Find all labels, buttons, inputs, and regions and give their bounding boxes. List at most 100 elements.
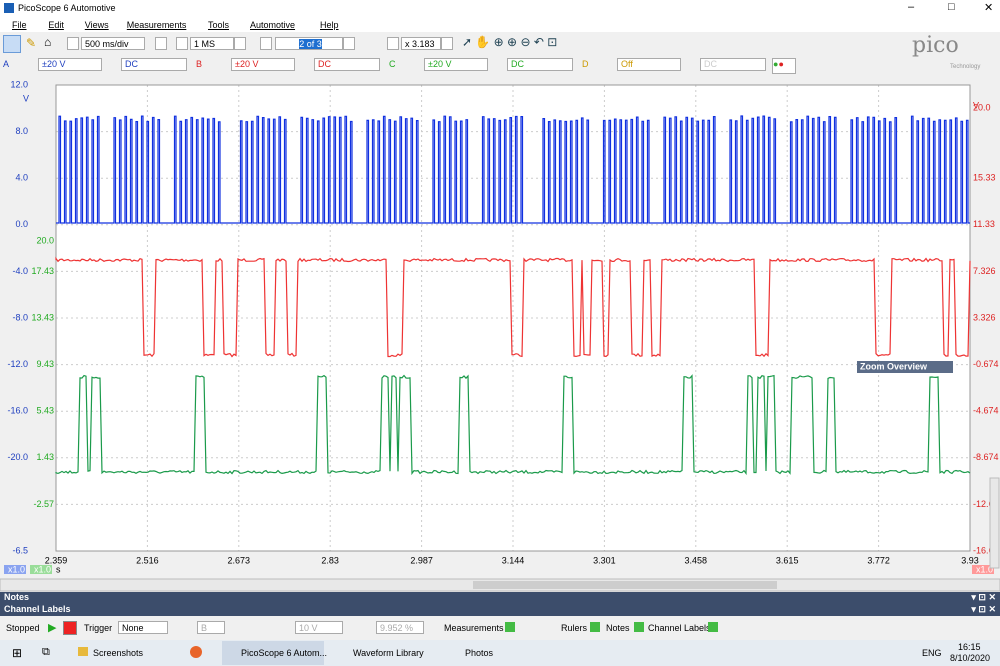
task[interactable]: PicoScope 6 Autom... <box>241 648 327 658</box>
menu-item[interactable]: Measurements <box>127 20 187 30</box>
prev[interactable] <box>67 37 79 50</box>
rulers[interactable]: Rulers <box>561 623 587 633</box>
range[interactable]: ±20 V <box>231 58 295 71</box>
scope-mode[interactable] <box>3 35 21 53</box>
folder-icon <box>78 647 88 656</box>
axis-a-label: -4.0 <box>12 266 28 276</box>
menu-item[interactable]: File <box>12 20 27 30</box>
axis-a-label: -12.0 <box>7 359 28 369</box>
maximize[interactable]: □ <box>948 1 955 13</box>
prev[interactable] <box>387 37 399 50</box>
channel-label[interactable]: B <box>196 59 202 69</box>
next[interactable] <box>441 37 453 50</box>
status-bar: Stopped ▶ Trigger None B 10 V 9.952 % Me… <box>0 617 1000 639</box>
menu-item[interactable]: Views <box>85 20 109 30</box>
add[interactable] <box>634 622 644 632</box>
prev[interactable] <box>176 37 188 50</box>
menu-item[interactable]: Help <box>320 20 339 30</box>
scale-badge-text: x1.0 <box>34 564 51 574</box>
axis-c-label: 17.43 <box>31 266 54 276</box>
coupling[interactable]: DC <box>507 58 573 71</box>
start[interactable]: ▶ <box>48 621 56 634</box>
axis-a-label: 0.0 <box>15 219 28 229</box>
task-view[interactable]: ⧉ <box>42 646 50 659</box>
range[interactable]: ±20 V <box>424 58 488 71</box>
axis-c-label: -2.57 <box>33 499 54 509</box>
x-label: 3.615 <box>776 555 799 565</box>
trigger-mode[interactable]: None <box>118 621 168 634</box>
coupling[interactable]: DC <box>121 58 187 71</box>
zoom-overview-title: Zoom Overview <box>860 361 928 371</box>
close[interactable]: ✕ <box>984 1 993 14</box>
task[interactable]: Waveform Library <box>353 648 424 658</box>
next[interactable] <box>343 37 355 50</box>
x-label: 2.987 <box>410 555 433 565</box>
buffer[interactable]: 2 of 3 <box>275 37 343 50</box>
probe-icon[interactable]: ✎ <box>26 36 36 50</box>
start-button[interactable]: ⊞ <box>12 646 22 660</box>
scope-view: 12.08.04.00.0-4.0-8.0-12.0-16.0-20.0-6.5… <box>0 78 1000 592</box>
axis-c-label: 20.0 <box>36 235 54 245</box>
channel-label[interactable]: A <box>3 59 9 69</box>
firefox[interactable] <box>190 646 202 658</box>
axis-a-label: 4.0 <box>15 173 28 183</box>
zoom[interactable]: x 3.183 <box>401 37 441 50</box>
date: 8/10/2020 <box>950 653 990 663</box>
logo-sub: Technology <box>950 64 980 70</box>
home-icon[interactable]: ⌂ <box>44 35 51 49</box>
axis-c-label: 1.43 <box>36 452 54 462</box>
trigger-channel[interactable]: B <box>197 621 225 634</box>
axis-b-label: -8.674 <box>973 452 999 462</box>
next[interactable] <box>234 37 246 50</box>
signal-gen[interactable]: ●● <box>772 58 796 74</box>
timebase[interactable]: 500 ms/div <box>81 37 145 50</box>
notes[interactable]: Notes <box>606 623 630 633</box>
trigger-level[interactable]: 10 V <box>295 621 343 634</box>
toolbar: ✎ ⌂ 500 ms/div 1 MS 2 of 3 x 3.183 ➚ ✋ ⊕… <box>0 33 1000 54</box>
axis-b-label: -0.674 <box>973 359 999 369</box>
samples[interactable]: 1 MS <box>190 37 234 50</box>
lang: ENG <box>922 648 942 658</box>
axis-b-label: 15.33 <box>973 173 996 183</box>
prev[interactable] <box>260 37 272 50</box>
tools[interactable]: ➚ ✋ ⊕ ⊕ ⊖ ↶ ⊡ <box>462 35 557 49</box>
add[interactable] <box>708 622 718 632</box>
x-label: 2.83 <box>321 555 339 565</box>
task[interactable]: Screenshots <box>93 648 143 658</box>
add[interactable] <box>505 622 515 632</box>
menu-item[interactable]: Edit <box>48 20 64 30</box>
minimize[interactable]: – <box>908 1 914 13</box>
x-label: 2.673 <box>228 555 251 565</box>
axis-b-label: 11.33 <box>973 219 995 229</box>
menu-item[interactable]: Automotive <box>250 20 295 30</box>
x-label: 3.772 <box>867 555 890 565</box>
scroll-thumb <box>473 581 777 589</box>
pretrigger[interactable]: 9.952 % <box>376 621 424 634</box>
x-label: 3.301 <box>593 555 616 565</box>
notes-panel[interactable]: Notes▾ ⊡ ✕ <box>0 592 1000 604</box>
channel-labels-panel[interactable]: Channel Labels▾ ⊡ ✕ <box>0 604 1000 616</box>
axis-b-label: 3.326 <box>973 312 996 322</box>
channel-label[interactable]: C <box>389 59 396 69</box>
next[interactable] <box>155 37 167 50</box>
measurements[interactable]: Measurements <box>444 623 504 633</box>
stop[interactable] <box>63 621 77 635</box>
channel-label[interactable]: D <box>582 59 589 69</box>
task[interactable]: Photos <box>465 648 493 658</box>
axis-a-label: -16.0 <box>7 406 28 416</box>
menu-item[interactable]: Tools <box>208 20 229 30</box>
axis-a-label: -6.5 <box>12 545 28 555</box>
coupling[interactable]: DC <box>314 58 380 71</box>
range[interactable]: ±20 V <box>38 58 102 71</box>
x-label: 2.516 <box>136 555 159 565</box>
title-bar: PicoScope 6 Automotive – □ ✕ <box>0 0 1000 17</box>
range[interactable]: Off <box>617 58 681 71</box>
x-label: 3.144 <box>502 555 525 565</box>
axis-c-label: 9.43 <box>36 359 54 369</box>
axis-a-unit: V <box>23 93 29 103</box>
axis-c-label: 13.43 <box>31 312 54 322</box>
channel-labels[interactable]: Channel Labels <box>648 623 711 633</box>
coupling[interactable]: DC <box>700 58 766 71</box>
add[interactable] <box>590 622 600 632</box>
